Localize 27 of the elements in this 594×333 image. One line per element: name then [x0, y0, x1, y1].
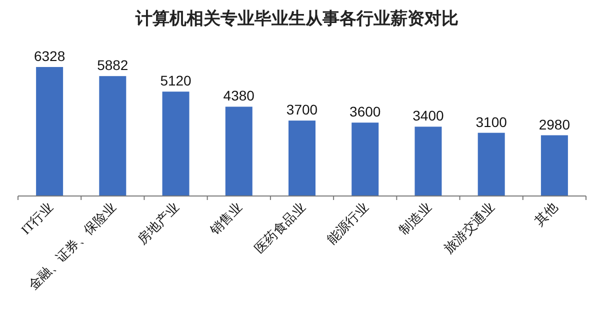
x-tick-label: 房地产业 — [134, 200, 182, 247]
data-label: 3600 — [350, 104, 381, 120]
bar — [225, 106, 252, 196]
bar — [414, 126, 442, 196]
data-label: 3400 — [412, 108, 444, 124]
bar — [162, 92, 190, 196]
x-tick-label: 销售业 — [206, 200, 246, 238]
data-label: 6328 — [34, 48, 66, 64]
bar — [288, 120, 316, 196]
data-label: 5120 — [160, 72, 192, 89]
bar — [352, 122, 379, 196]
bar — [36, 67, 64, 196]
x-tick-label: 其他 — [532, 200, 561, 229]
bar — [540, 135, 568, 196]
x-tick-label: 旅游交通业 — [440, 200, 498, 256]
x-tick-label: 医药食品业 — [252, 200, 308, 256]
data-label: 5882 — [97, 57, 128, 74]
data-label: 3100 — [476, 114, 508, 130]
data-label: 4380 — [223, 88, 255, 104]
data-label: 2980 — [538, 116, 570, 132]
data-label: 3700 — [286, 102, 318, 118]
chart-title: 计算机相关专业毕业生从事各行业薪资对比 — [134, 9, 458, 28]
x-tick-label: IT行业 — [18, 200, 56, 238]
x-tick-label: 能源行业 — [324, 200, 372, 247]
bar — [478, 132, 505, 196]
x-tick-label: 制造业 — [396, 200, 434, 238]
bar — [99, 76, 126, 196]
